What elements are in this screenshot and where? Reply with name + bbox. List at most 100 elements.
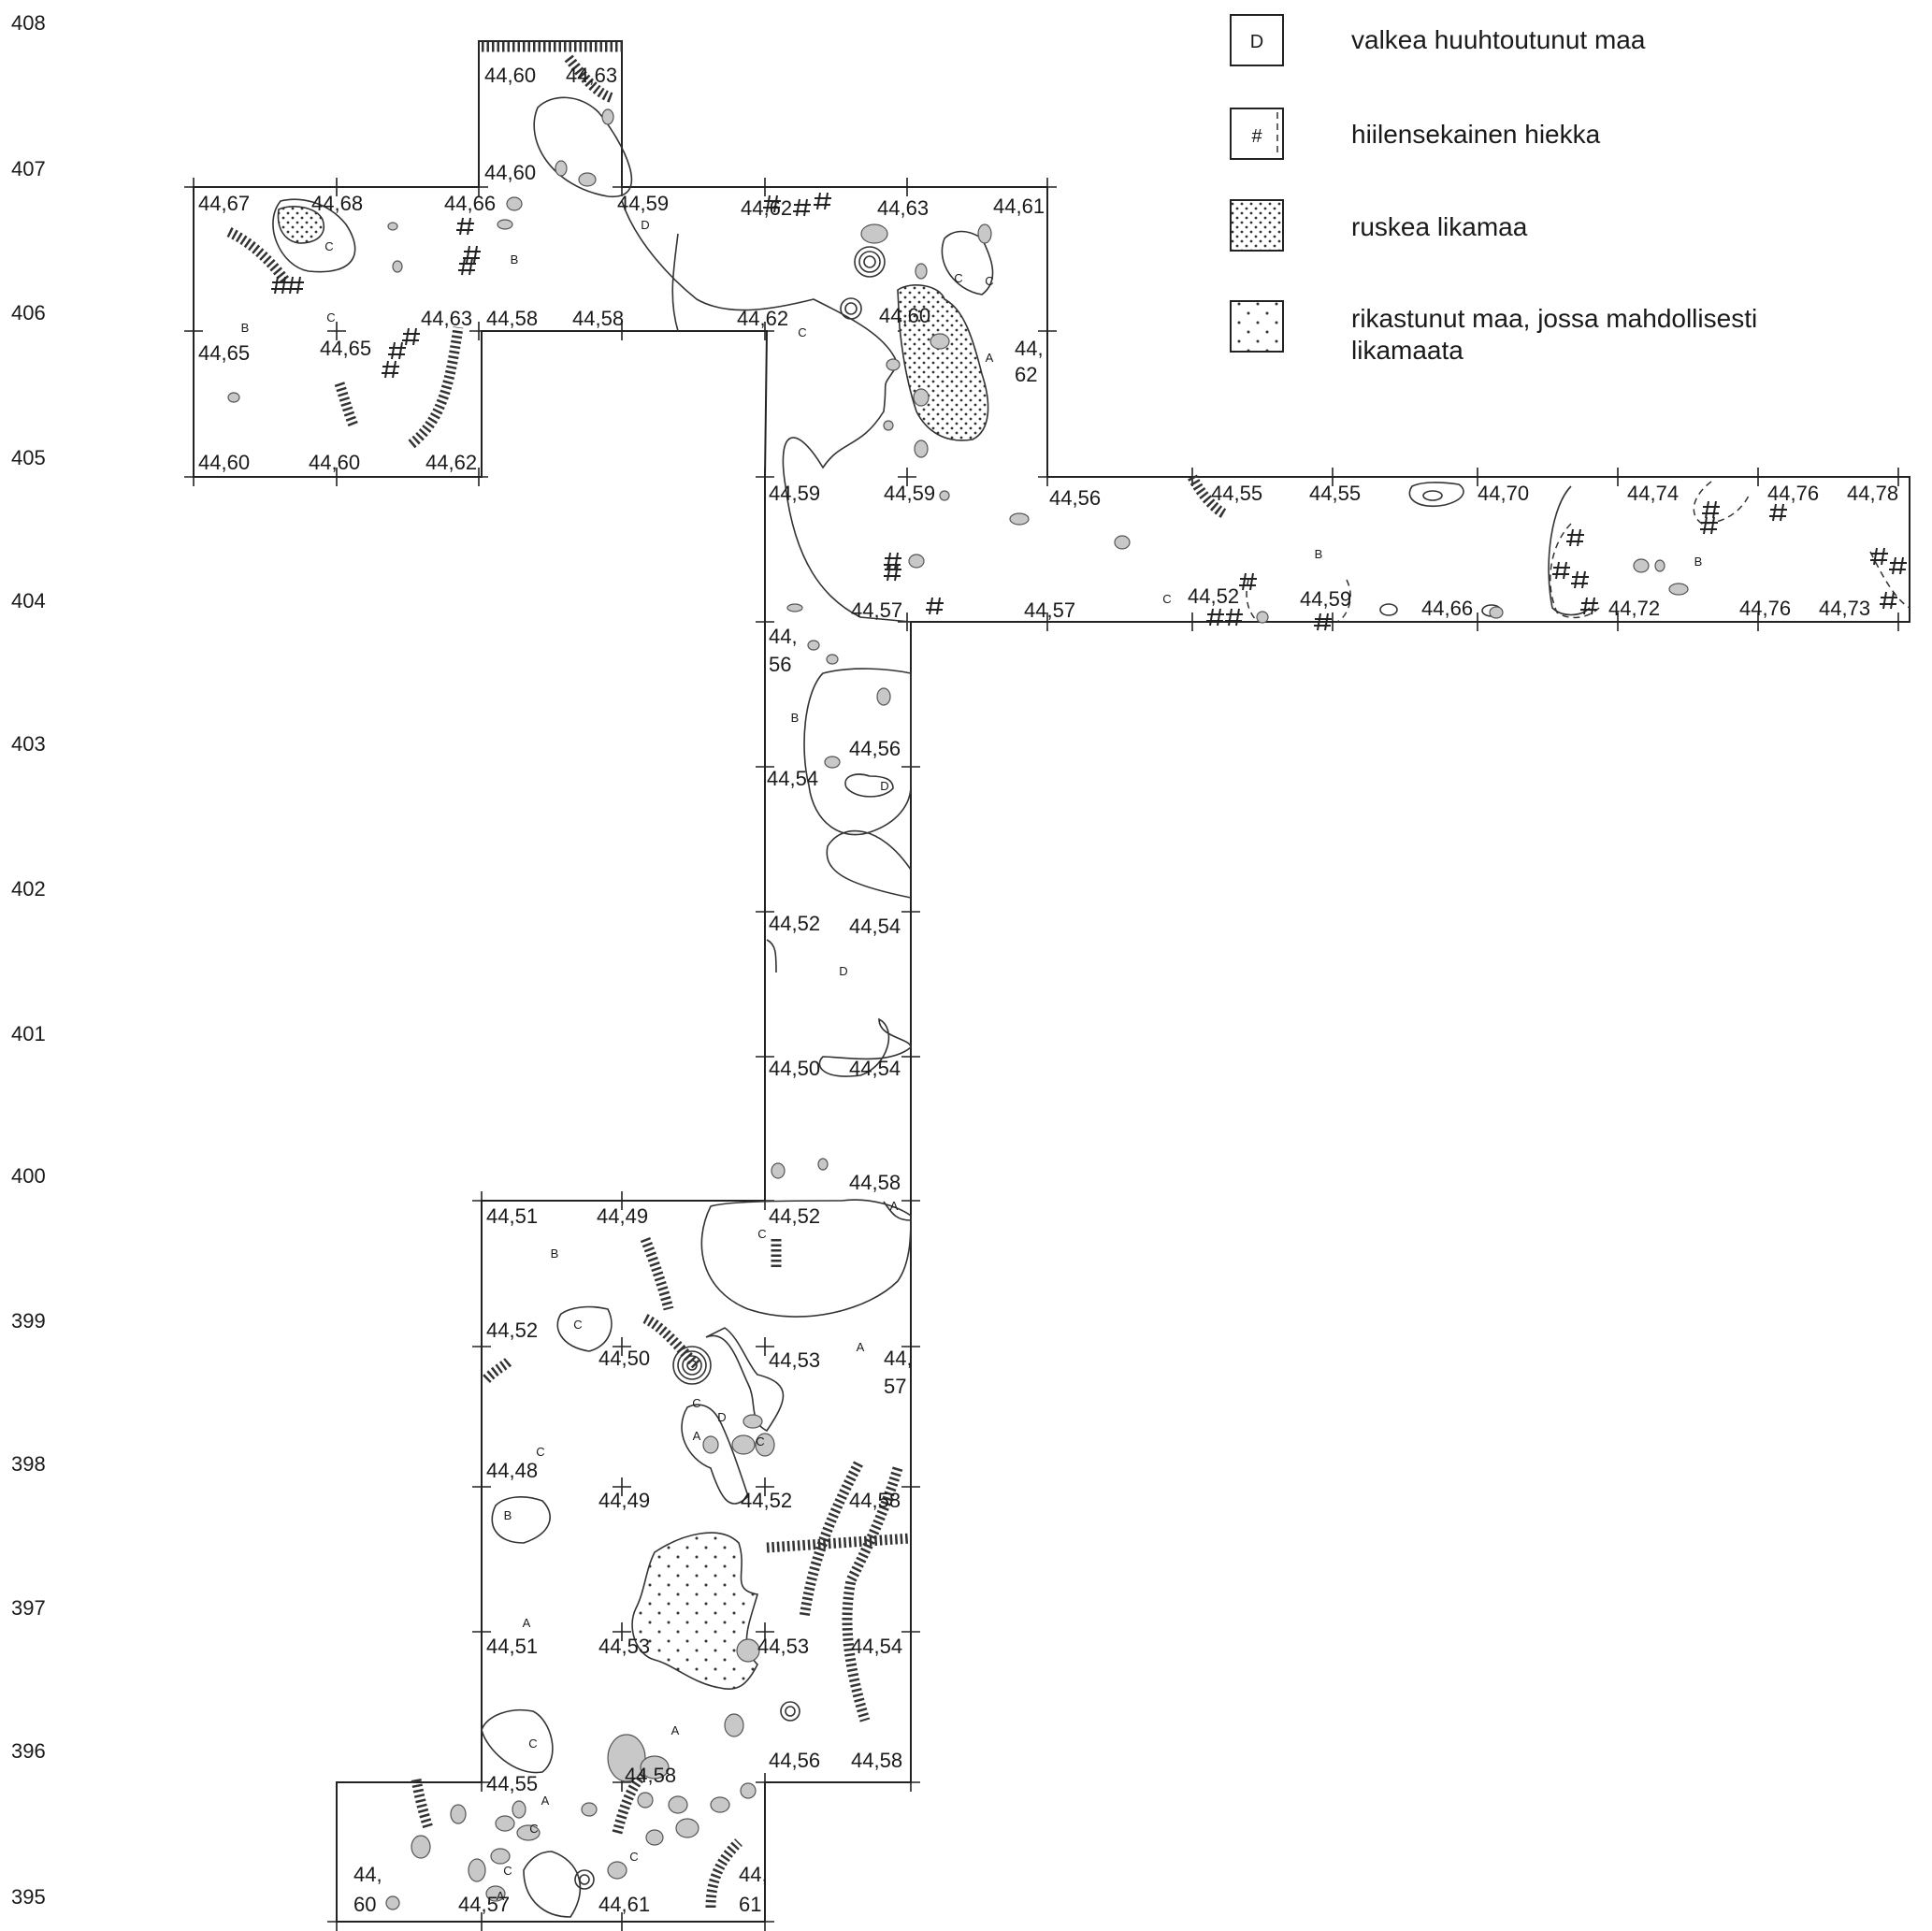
soil-type-letter: C [757, 1227, 766, 1241]
elevation-label: 44,59 [769, 482, 820, 505]
soil-type-letter: C [756, 1434, 764, 1448]
elevation-label: 44, [353, 1863, 382, 1886]
ring-features [574, 246, 1502, 1890]
legend-symbol-white-soil: D [1250, 32, 1263, 52]
elevation-label: 44,59 [884, 482, 935, 505]
elevation-label: 44,53 [769, 1348, 820, 1372]
elevation-label: 44,76 [1767, 482, 1819, 505]
elevation-label: 44,53 [598, 1635, 650, 1658]
soil-type-letter: B [511, 252, 519, 267]
grid-row-label: 408 [11, 11, 46, 35]
grid-row-label: 398 [11, 1452, 46, 1476]
elevation-label: 44,56 [849, 737, 901, 760]
legend-swatch-brown-soil [1230, 199, 1284, 252]
elevation-label: 44,60 [879, 304, 930, 327]
elevation-label: 44,48 [486, 1459, 538, 1482]
elevation-label: 44,66 [444, 192, 496, 215]
soil-type-letter: C [326, 310, 335, 324]
striped-features [226, 41, 1228, 1909]
grid-row-label: 407 [11, 157, 46, 180]
soil-type-letter: C [629, 1850, 638, 1864]
elevation-label: 44,58 [849, 1489, 901, 1512]
elevation-label: 44,59 [617, 192, 669, 215]
elevation-label: 44,60 [484, 64, 536, 87]
elevation-label: 44,60 [198, 451, 250, 474]
grid-row-label: 405 [11, 446, 46, 469]
grid-row-label: 406 [11, 301, 46, 324]
elevation-label: 44,73 [1819, 597, 1870, 620]
elevation-label: 44,62 [737, 307, 788, 330]
legend-symbol-charcoal-sand: # [1251, 126, 1262, 147]
elevation-label: 44,54 [849, 915, 901, 938]
elevation-label: 44,52 [486, 1319, 538, 1342]
soil-type-letter: A [497, 1889, 505, 1903]
grid-row-label: 404 [11, 589, 46, 612]
enriched-soil-area [631, 1532, 759, 1690]
elevation-label: 44,53 [757, 1635, 809, 1658]
grid-row-label: 395 [11, 1885, 46, 1909]
grid-row-label: 396 [11, 1739, 46, 1763]
elevation-label: 44,68 [311, 192, 363, 215]
elevation-label: 44,61 [993, 195, 1045, 218]
elevation-label: 44,63 [566, 64, 617, 87]
soil-type-letter: C [503, 1864, 512, 1878]
elevation-label: 44,66 [1421, 597, 1473, 620]
elevation-label: 44,52 [1188, 584, 1239, 608]
grid-row-label: 397 [11, 1596, 46, 1620]
elevation-label: 61 [739, 1893, 761, 1916]
stones [227, 108, 1689, 1910]
elevation-label: 44,54 [851, 1635, 902, 1658]
elevation-label: 44,58 [572, 307, 624, 330]
elevation-label: 44,61 [598, 1893, 650, 1916]
soil-type-letter: B [241, 321, 250, 335]
elevation-label: 44,62 [425, 451, 477, 474]
soil-type-letter: C [692, 1396, 700, 1410]
grid-ticks [184, 178, 1908, 1931]
elevation-label: 44, [769, 625, 798, 648]
elevation-label: 44,51 [486, 1204, 538, 1228]
elevation-label: 44,59 [1300, 587, 1351, 611]
elevation-label: 44,60 [309, 451, 360, 474]
elevation-label: 44,49 [598, 1489, 650, 1512]
legend-label-brown-soil: ruskea likamaa [1351, 212, 1528, 241]
elevation-label: 44,76 [1739, 597, 1791, 620]
elevation-label: 44,58 [486, 307, 538, 330]
elevation-label: 62 [1015, 363, 1037, 386]
soil-type-letter: A [890, 1199, 899, 1213]
elevation-label: 44,50 [769, 1057, 820, 1080]
legend-swatch-enriched-soil [1230, 300, 1284, 353]
grid-row-label: 402 [11, 877, 46, 901]
soil-type-letter: B [1315, 547, 1323, 561]
soil-type-letter: C [324, 239, 333, 253]
elevation-label: 44,55 [1211, 482, 1262, 505]
soil-type-letter: B [1694, 555, 1703, 569]
elevation-label: 44,57 [1024, 598, 1075, 622]
elevation-label: 44,55 [486, 1772, 538, 1795]
elevation-label: 44, [884, 1347, 913, 1370]
soil-type-letter: B [551, 1247, 559, 1261]
elevation-label: 44, [1015, 337, 1044, 360]
grid-row-labels: 408 407 406 405 404 403 402 401 400 399 398 397 396 3… [11, 11, 46, 1909]
elevation-label: 44,54 [849, 1057, 901, 1080]
elevation-label: 44,63 [421, 307, 472, 330]
elevation-label: 57 [884, 1375, 906, 1398]
elevation-label: 44,56 [1049, 486, 1101, 510]
grid-row-label: 400 [11, 1164, 46, 1188]
elevation-label: 44,52 [769, 1204, 820, 1228]
charcoal-hash-marks [271, 192, 1907, 631]
grid-row-label: 399 [11, 1309, 46, 1333]
elevation-label: 44,67 [198, 192, 250, 215]
elevation-label: 44,58 [625, 1764, 676, 1787]
elevation-label: 60 [353, 1893, 376, 1916]
legend-swatch-white-soil [1230, 14, 1284, 66]
soil-type-letter: C [798, 325, 806, 339]
soil-type-letter: A [523, 1616, 531, 1630]
elevation-label: 44,65 [198, 341, 250, 365]
legend-label-enriched-soil: rikastunut maa, jossa mahdollisesti likam… [1351, 304, 1757, 365]
soil-type-letter: B [504, 1508, 512, 1522]
soil-type-letter: A [541, 1794, 550, 1808]
elevation-label: 44,52 [769, 912, 820, 935]
